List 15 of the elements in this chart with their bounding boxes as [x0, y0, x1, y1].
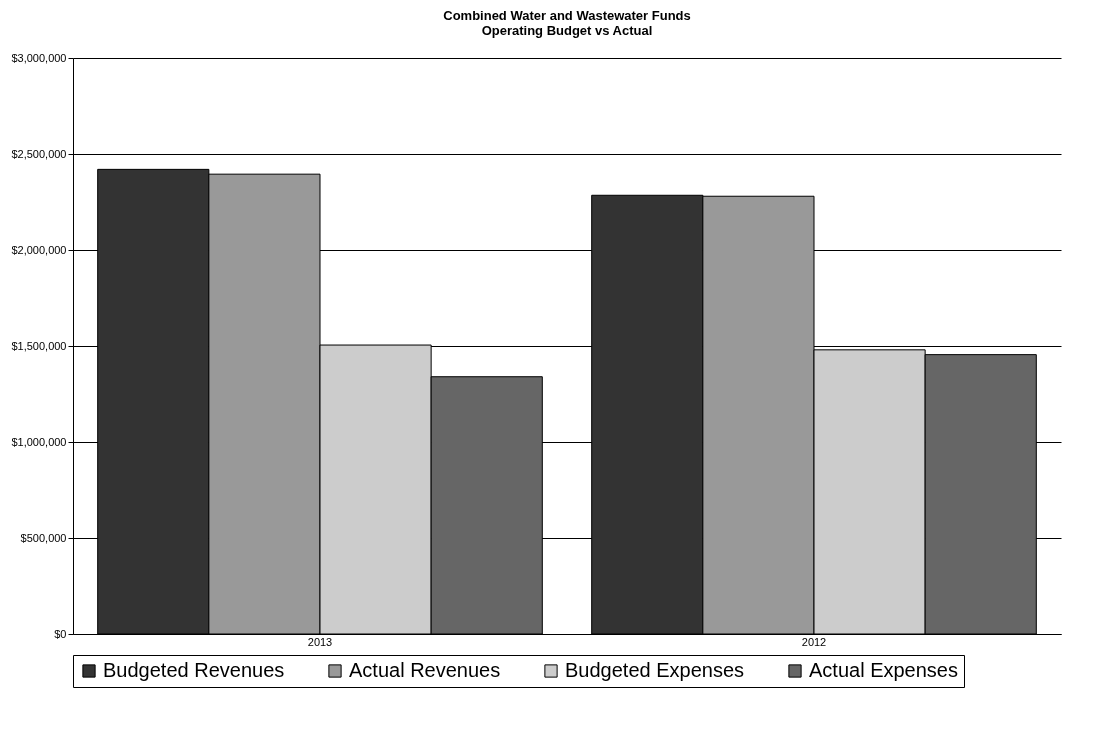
text: Operating Budget vs Actual	[481, 23, 653, 38]
x-tick-label: 2012	[801, 635, 827, 648]
legend-label: Actual Expenses	[809, 659, 958, 681]
text: Combined Water and Wastewater Funds	[443, 8, 691, 23]
y-tick-label: $1,000,000	[11, 435, 67, 448]
y-tick-label: $1,500,000	[11, 339, 67, 352]
y-tick-label: $2,000,000	[11, 243, 67, 256]
x-tick-label: 2013	[307, 635, 333, 648]
legend-label: Actual Revenues	[349, 659, 501, 681]
legend-label: Budgeted Revenues	[103, 659, 285, 681]
y-tick-label: $500,000	[20, 531, 67, 544]
y-tick-label: $2,500,000	[11, 147, 67, 160]
legend-label: Budgeted Expenses	[565, 659, 745, 681]
y-tick-label: $0	[54, 627, 67, 640]
y-tick-label: $3,000,000	[11, 51, 67, 64]
